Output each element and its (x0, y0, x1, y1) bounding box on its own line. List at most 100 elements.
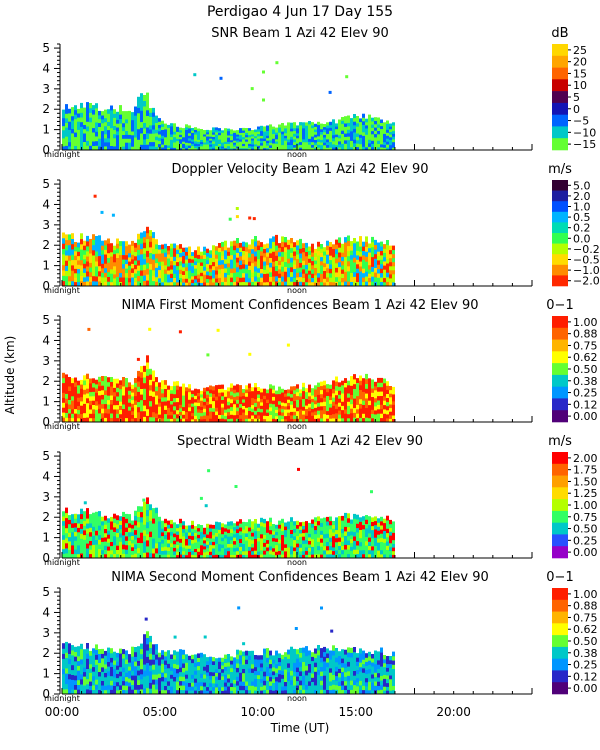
heatmap-cell (116, 378, 119, 384)
heatmap-cell (350, 143, 353, 148)
heatmap-cell (107, 141, 110, 147)
heatmap-cell (323, 521, 326, 527)
heatmap-cell (215, 262, 218, 267)
heatmap-cell (320, 128, 323, 132)
heatmap-cell (209, 554, 212, 559)
heatmap-cell (302, 543, 305, 548)
heatmap-cell (362, 395, 365, 401)
heatmap-cell (362, 128, 365, 133)
heatmap-cell (134, 520, 137, 526)
heatmap-cell (71, 141, 74, 147)
heatmap-cell (362, 142, 365, 147)
heatmap-cell (104, 380, 107, 386)
heatmap-cell (191, 132, 194, 136)
heatmap-cell (101, 126, 104, 132)
heatmap-cell (311, 127, 314, 131)
heatmap-cell (200, 531, 203, 536)
heatmap-cell (200, 390, 203, 395)
heatmap-cell (359, 398, 362, 404)
heatmap-cell (131, 115, 134, 121)
heatmap-cell (347, 531, 350, 537)
heatmap-cell (188, 137, 191, 141)
heatmap-cell (188, 254, 191, 259)
heatmap-cell (257, 131, 260, 134)
heatmap-cell (146, 115, 149, 122)
heatmap-cell (98, 110, 101, 116)
heatmap-cell (146, 250, 149, 257)
heatmap-cell (356, 523, 359, 529)
heatmap-cell (62, 663, 65, 670)
heatmap-cell (107, 404, 110, 410)
heatmap-cell (278, 124, 281, 128)
heatmap-cell (122, 377, 125, 382)
heatmap-cell (173, 136, 176, 140)
heatmap-cell (305, 273, 308, 278)
heatmap-cell (266, 550, 269, 555)
colorbar-label: −0.2 (573, 243, 600, 256)
heatmap-cell (206, 547, 209, 552)
heatmap-cell (197, 534, 200, 539)
heatmap-cell (335, 394, 338, 400)
heatmap-cell (293, 532, 296, 537)
heatmap-cell (248, 530, 251, 536)
heatmap-cell (263, 418, 266, 423)
heatmap-cell (281, 392, 284, 396)
heatmap-cell (341, 120, 344, 125)
heatmap-cell (221, 281, 224, 287)
heatmap-cell (194, 250, 197, 255)
heatmap-cell (317, 382, 320, 387)
heatmap-cell (248, 546, 251, 551)
heatmap-cell (350, 134, 353, 138)
heatmap-cell (290, 393, 293, 398)
heatmap-cell (197, 554, 200, 559)
heatmap-cell (161, 277, 164, 283)
heatmap-cell (215, 392, 218, 397)
heatmap-cell (212, 281, 215, 287)
heatmap-cell (284, 237, 287, 243)
heatmap-cell (161, 123, 164, 127)
heatmap-cell (248, 265, 251, 270)
heatmap-cell (350, 394, 353, 400)
heatmap-cell (368, 520, 371, 526)
heatmap-cell (356, 391, 359, 397)
heatmap-cell (227, 397, 230, 402)
heatmap-cell (200, 282, 203, 287)
heatmap-cell (341, 541, 344, 546)
heatmap-cell (260, 145, 263, 149)
heatmap-cell (185, 247, 188, 252)
heatmap-cell (173, 144, 176, 148)
heatmap-cell (308, 395, 311, 400)
heatmap-cell (98, 653, 101, 659)
heatmap-cell (275, 415, 278, 420)
heatmap-cell (167, 127, 170, 131)
heatmap-cell (359, 375, 362, 381)
heatmap-cell (224, 263, 227, 269)
heatmap-cell (113, 121, 116, 126)
heatmap-cell (86, 281, 89, 287)
heatmap-cell (206, 142, 209, 145)
heatmap-cell (365, 553, 368, 559)
heatmap-cell (341, 146, 344, 151)
heatmap-cell (77, 260, 80, 265)
heatmap-cell (347, 136, 350, 141)
heatmap-cell (380, 250, 383, 256)
heatmap-cell (92, 270, 95, 277)
heatmap-cell (230, 410, 233, 415)
heatmap-cell (107, 377, 110, 383)
heatmap-cell (116, 252, 119, 258)
heatmap-cell (149, 263, 152, 270)
heatmap-cell (83, 653, 86, 659)
heatmap-cell (368, 273, 371, 278)
heatmap-cell (200, 415, 203, 420)
heatmap-cell (344, 378, 347, 383)
heatmap-cell (275, 403, 278, 407)
heatmap-cell (338, 261, 341, 268)
heatmap-cell (386, 147, 389, 151)
heatmap-cell (236, 525, 239, 530)
heatmap-cell (317, 124, 320, 128)
heatmap-cell (200, 275, 203, 280)
heatmap-cell (113, 513, 116, 519)
heatmap-cell (236, 247, 239, 253)
heatmap-cell (77, 684, 80, 690)
heatmap-cell (221, 403, 224, 408)
